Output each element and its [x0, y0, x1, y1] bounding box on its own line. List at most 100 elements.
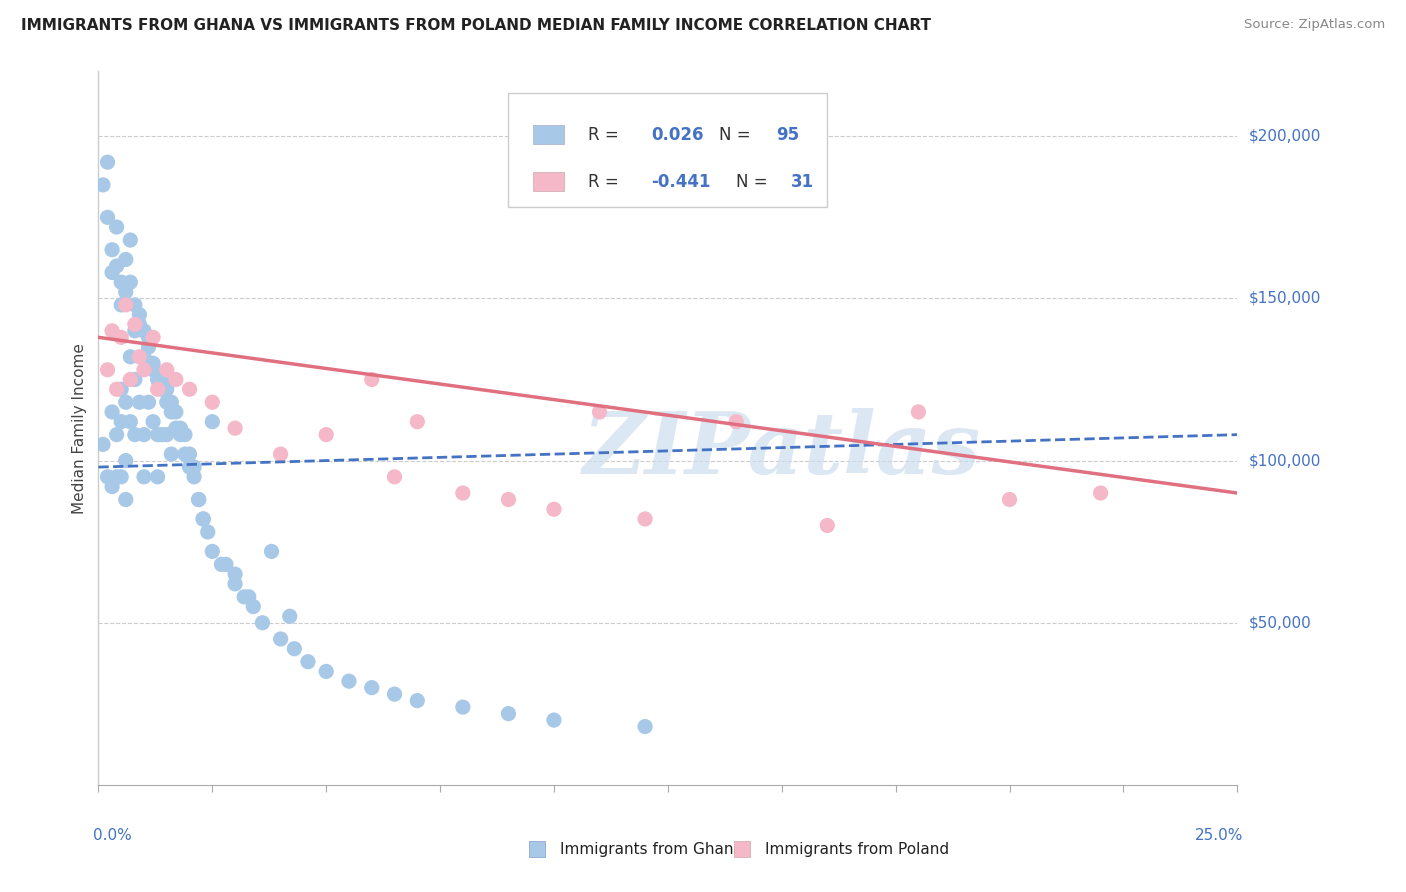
Point [242, 599, 264, 614]
Point [132, 427, 155, 442]
Point [120, 350, 142, 364]
Point [156, 427, 179, 442]
Text: 0.0%: 0.0% [93, 828, 132, 843]
Text: Immigrants from Poland: Immigrants from Poland [765, 842, 949, 856]
Point [183, 460, 205, 475]
Point [201, 415, 224, 429]
Point [128, 350, 150, 364]
Point [96, 211, 118, 225]
Point [114, 453, 136, 467]
Point [101, 243, 124, 257]
Point [283, 641, 305, 656]
Point [451, 700, 474, 714]
Text: Source: ZipAtlas.com: Source: ZipAtlas.com [1244, 18, 1385, 31]
Text: R =: R = [588, 173, 624, 191]
Point [120, 233, 142, 247]
Point [270, 632, 292, 646]
Point [138, 330, 160, 344]
Point [114, 492, 136, 507]
Point [132, 350, 155, 364]
Point [142, 415, 165, 429]
Point [114, 252, 136, 267]
Point [110, 470, 132, 484]
Point [998, 492, 1021, 507]
Point [150, 427, 173, 442]
Point [105, 382, 128, 396]
Point [209, 558, 232, 572]
Point [451, 486, 474, 500]
Point [101, 324, 124, 338]
Text: 95: 95 [776, 126, 799, 144]
Point [179, 382, 201, 396]
Point [406, 693, 429, 707]
Text: $200,000: $200,000 [1249, 128, 1320, 144]
Point [193, 512, 215, 526]
Point [110, 275, 132, 289]
Point [238, 590, 260, 604]
Text: $50,000: $50,000 [1249, 615, 1312, 631]
Point [337, 674, 360, 689]
Point [187, 492, 209, 507]
Point [128, 395, 150, 409]
Point [297, 655, 319, 669]
Point [160, 405, 183, 419]
Point [315, 427, 337, 442]
Point [634, 720, 657, 734]
Point [150, 382, 173, 396]
Point [110, 330, 132, 344]
Point [224, 567, 246, 582]
Text: -0.441: -0.441 [651, 173, 710, 191]
Point [142, 356, 165, 370]
Point [183, 470, 205, 484]
Point [179, 447, 201, 461]
Point [142, 330, 165, 344]
Point [114, 285, 136, 299]
Point [146, 470, 169, 484]
Point [124, 427, 146, 442]
Point [146, 427, 169, 442]
Point [124, 318, 146, 332]
Point [634, 512, 657, 526]
Point [128, 308, 150, 322]
Point [120, 415, 142, 429]
Point [360, 372, 382, 386]
Point [174, 447, 197, 461]
FancyBboxPatch shape [533, 172, 564, 191]
Text: R =: R = [588, 126, 624, 144]
Point [543, 502, 565, 516]
Point [96, 470, 118, 484]
Text: ZIPatlas: ZIPatlas [582, 408, 981, 491]
Point [224, 577, 246, 591]
Point [101, 265, 124, 279]
Point [156, 382, 179, 396]
Text: 0.026: 0.026 [651, 126, 703, 144]
Point [105, 427, 128, 442]
Point [160, 395, 183, 409]
Text: N =: N = [718, 126, 756, 144]
Point [174, 427, 197, 442]
Point [233, 590, 256, 604]
Point [110, 298, 132, 312]
Point [907, 405, 929, 419]
Point [165, 421, 187, 435]
Point [165, 405, 187, 419]
Point [543, 713, 565, 727]
Y-axis label: Median Family Income: Median Family Income [72, 343, 87, 514]
Text: 31: 31 [790, 173, 814, 191]
Text: 25.0%: 25.0% [1195, 828, 1243, 843]
Point [146, 372, 169, 386]
Point [215, 558, 238, 572]
Point [124, 372, 146, 386]
Point [498, 706, 520, 721]
Text: $150,000: $150,000 [1249, 291, 1320, 306]
Point [105, 220, 128, 235]
Point [105, 470, 128, 484]
Point [96, 155, 118, 169]
Point [588, 405, 610, 419]
Point [114, 298, 136, 312]
Point [278, 609, 301, 624]
Point [120, 372, 142, 386]
Point [96, 363, 118, 377]
Point [132, 470, 155, 484]
Point [114, 395, 136, 409]
